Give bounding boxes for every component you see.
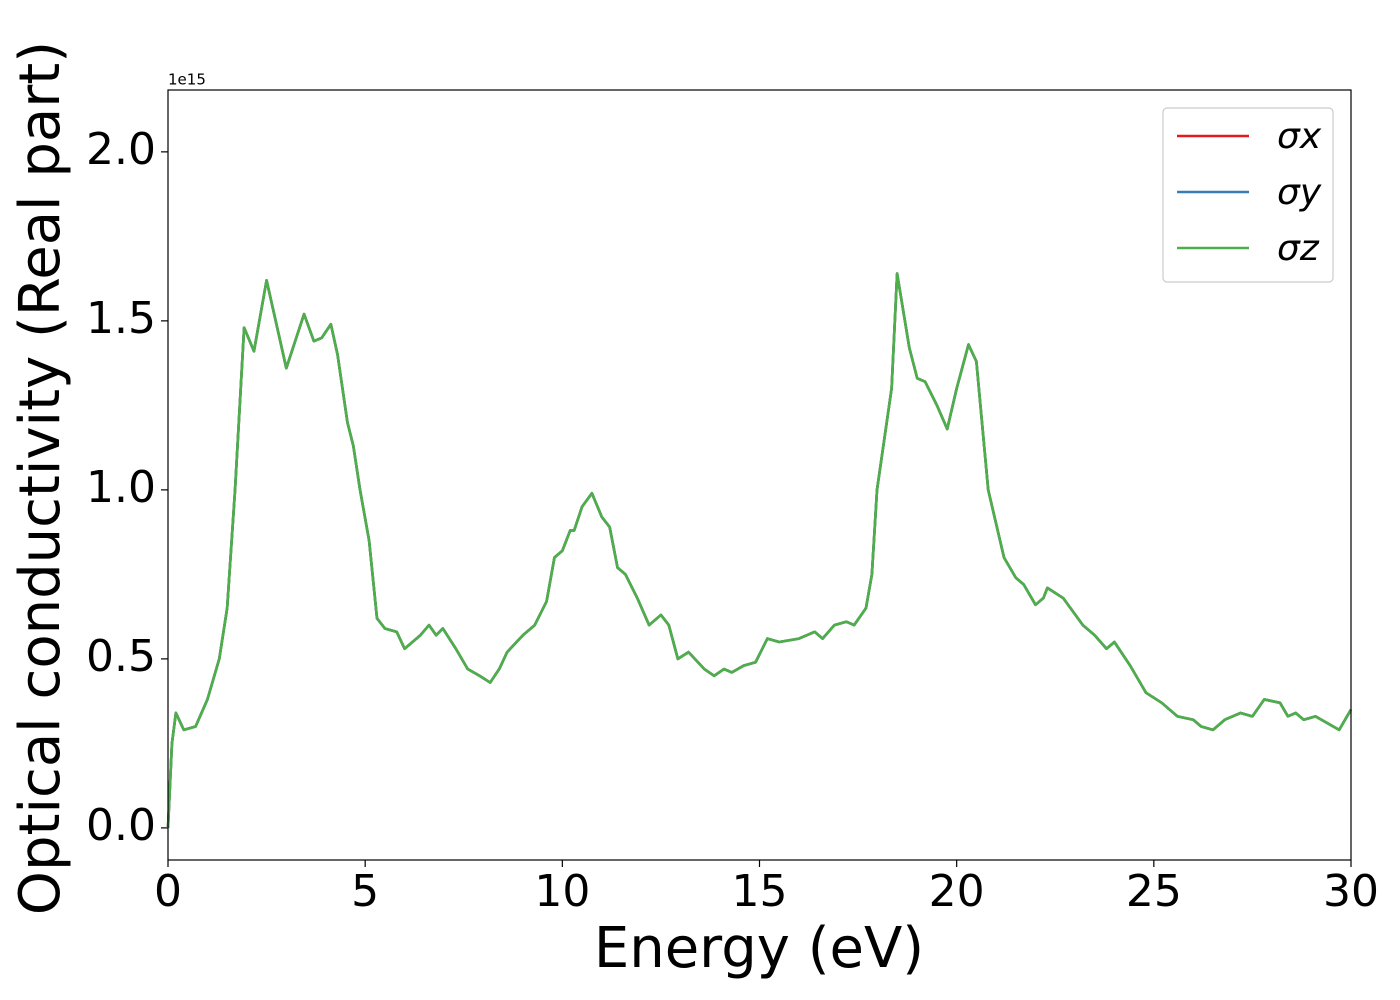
legend-label: σy bbox=[1277, 172, 1322, 213]
y-offset-label: 1e15 bbox=[168, 71, 206, 89]
x-tick-label: 10 bbox=[534, 866, 590, 917]
y-tick-label: 1.0 bbox=[86, 462, 156, 513]
legend-box bbox=[1162, 107, 1334, 283]
x-tick-label: 25 bbox=[1126, 866, 1182, 917]
y-tick-label: 0.5 bbox=[86, 631, 156, 682]
plot-frame bbox=[167, 89, 1352, 861]
x-tick-label: 15 bbox=[732, 866, 788, 917]
y-tick-label: 1.5 bbox=[86, 293, 156, 344]
x-tick-label: 0 bbox=[154, 866, 182, 917]
y-axis-label: Optical conductivity (Real part) bbox=[8, 41, 73, 915]
legend-label: σz bbox=[1277, 228, 1320, 269]
x-axis-label: Energy (eV) bbox=[594, 916, 924, 981]
x-tick-label: 30 bbox=[1323, 866, 1379, 917]
y-tick-label: 2.0 bbox=[86, 124, 156, 175]
y-tick-label: 0.0 bbox=[86, 800, 156, 851]
legend-label: σx bbox=[1277, 116, 1322, 157]
line-series bbox=[166, 272, 1353, 828]
x-tick-label: 20 bbox=[929, 866, 985, 917]
x-tick-label: 5 bbox=[351, 866, 379, 917]
